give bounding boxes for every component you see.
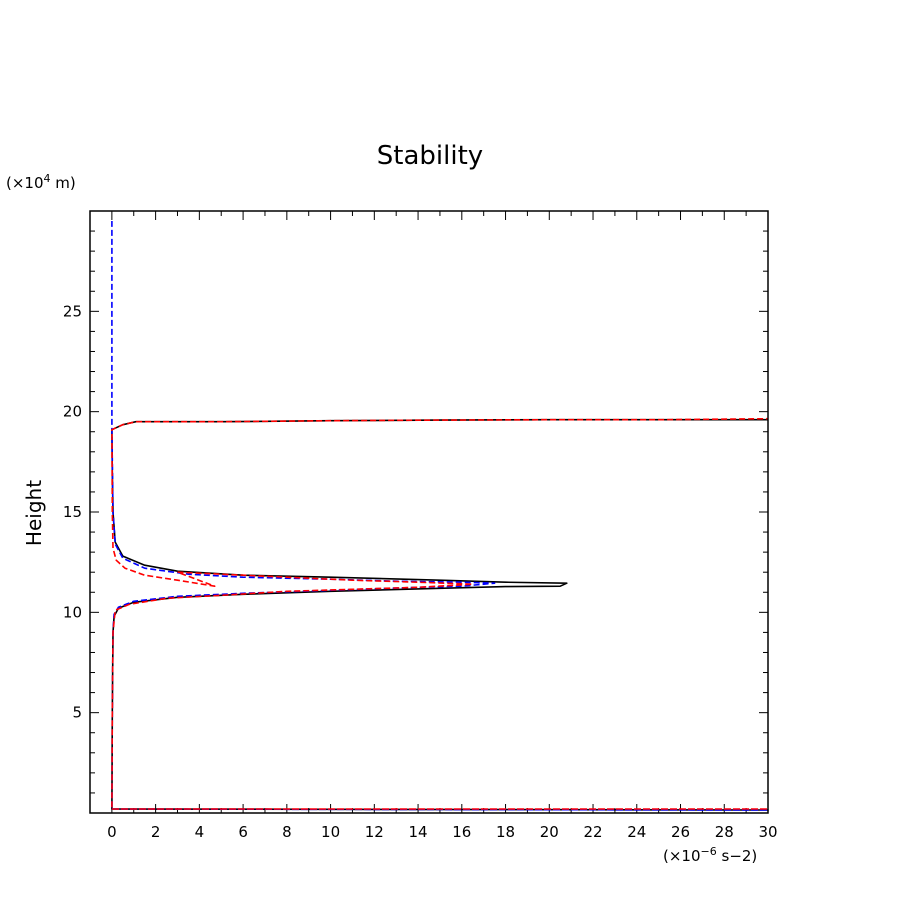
x-tick-label: 12: [365, 823, 384, 841]
x-tick-label: 4: [195, 823, 205, 841]
x-tick-label: 8: [282, 823, 292, 841]
x-tick-label: 2: [151, 823, 161, 841]
y-axis-label: Height: [22, 480, 46, 546]
x-tick-label: 20: [540, 823, 559, 841]
x-tick-label: 26: [671, 823, 690, 841]
x-tick-label: 22: [583, 823, 602, 841]
y-tick-label: 10: [63, 603, 82, 621]
x-tick-label: 30: [758, 823, 777, 841]
series-line-3: [111, 417, 769, 810]
x-tick-label: 24: [627, 823, 646, 841]
plot-frame: [89, 210, 769, 814]
y-tick-label: 25: [63, 302, 82, 320]
x-unit-label: (×10−6 s−2): [663, 845, 757, 865]
series-line-1: [111, 418, 769, 811]
x-tick-label: 10: [321, 823, 340, 841]
x-tick-label: 14: [409, 823, 428, 841]
x-tick-label: 18: [496, 823, 515, 841]
axis-ticks: [89, 210, 769, 814]
plot-area: [111, 221, 769, 811]
x-tick-label: 6: [238, 823, 248, 841]
y-tick-label: 15: [63, 503, 82, 521]
y-unit-label: (×104 m): [6, 172, 76, 192]
x-tick-label: 28: [715, 823, 734, 841]
x-tick-label: 16: [452, 823, 471, 841]
y-tick-label: 20: [63, 403, 82, 421]
chart-title: Stability: [377, 141, 483, 171]
x-tick-label: 0: [107, 823, 117, 841]
y-tick-label: 5: [72, 704, 82, 722]
